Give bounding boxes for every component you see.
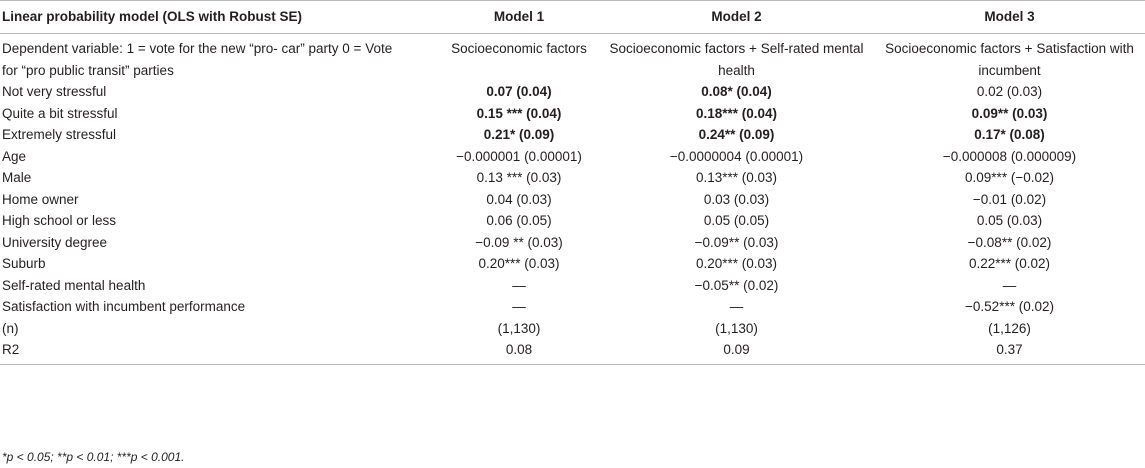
row-label: Self-rated mental health	[2, 277, 146, 293]
table-row: Satisfaction with incumbent performance —…	[0, 296, 1145, 318]
cell-model-2: −0.05** (0.02)	[694, 277, 779, 293]
cell-model-2: 0.20*** (0.03)	[695, 256, 778, 271]
table-row: Home owner 0.04 (0.03) 0.03 (0.03) −0.01 (0…	[0, 189, 1145, 211]
cell-model-2: —	[729, 299, 744, 314]
cell-model-2: −0.09** (0.03)	[694, 234, 779, 250]
cell-model-3: 0.37	[996, 342, 1023, 357]
table-body: Dependent variable: 1 = vote for the new…	[0, 34, 1145, 364]
cell-model-3: (1,126)	[988, 320, 1031, 336]
cell-model-2: 0.08* (0.04)	[701, 84, 772, 99]
table-row: Dependent variable: 1 = vote for the new…	[0, 34, 1145, 82]
cell-model-1: −0.09 ** (0.03)	[475, 234, 563, 250]
cell-model-1: —	[512, 277, 526, 293]
table-row: Not very stressful 0.07 (0.04) 0.08* (0.04…	[0, 81, 1145, 103]
cell-model-3: −0.01 (0.02)	[972, 191, 1047, 207]
cell-model-1: 0.21* (0.09)	[483, 127, 555, 142]
cell-model-2: 0.13*** (0.03)	[695, 170, 778, 185]
cell-model-2: 0.05 (0.05)	[703, 213, 770, 228]
cell-model-2: 0.03 (0.03)	[703, 191, 770, 207]
cell-model-1: 0.20*** (0.03)	[478, 256, 560, 271]
row-label: Male	[2, 170, 32, 185]
cell-model-2: 0.09	[723, 342, 750, 357]
table-row: Age −0.000001 (0.00001) −0.0000004 (0.0000…	[0, 146, 1145, 168]
row-label: Quite a bit stressful	[2, 105, 118, 121]
table-row: Quite a bit stressful 0.15 *** (0.04) 0.18…	[0, 103, 1145, 125]
cell-model-3: 0.09*** (−0.02)	[965, 170, 1054, 185]
row-label: (n)	[2, 320, 19, 336]
cell-model-3: 0.22*** (0.02)	[968, 256, 1051, 271]
cell-model-1: 0.07 (0.04)	[486, 84, 552, 99]
row-label: Dependent variable: 1 = vote for the new…	[2, 41, 393, 78]
cell-model-1: −0.000001 (0.00001)	[456, 148, 582, 164]
cell-model-2: 0.24** (0.09)	[698, 127, 775, 142]
cell-model-2: (1,130)	[715, 320, 758, 336]
table-row: University degree −0.09 ** (0.03) −0.09** …	[0, 232, 1145, 254]
cell-model-1: 0.04 (0.03)	[486, 191, 552, 207]
row-label: High school or less	[2, 213, 117, 228]
table-row: Extremely stressful 0.21* (0.09) 0.24** (0…	[0, 124, 1145, 146]
cell-model-3: —	[1002, 277, 1017, 293]
cell-model-1: —	[512, 299, 526, 314]
cell-model-2: 0.18*** (0.04)	[695, 105, 778, 121]
cell-model-1: 0.13 *** (0.03)	[476, 170, 562, 185]
row-label: Suburb	[2, 256, 46, 271]
cell-model-3: 0.17* (0.08)	[974, 127, 1045, 142]
header-model-3: Model 3	[984, 9, 1035, 24]
cell-model-2: −0.0000004 (0.00001)	[669, 148, 804, 164]
cell-model-1: 0.15 *** (0.04)	[476, 105, 562, 121]
cell-model-1: (1,130)	[497, 320, 541, 336]
row-label: Not very stressful	[2, 84, 107, 99]
significance-footnote: *p < 0.05; **p < 0.01; ***p < 0.001.	[2, 450, 185, 464]
cell-model-3: −0.52*** (0.02)	[965, 299, 1054, 314]
cell-model-1: Socioeconomic factors	[451, 41, 587, 56]
cell-model-3: 0.09** (0.03)	[971, 105, 1048, 121]
table-row: (n) (1,130) (1,130) (1,126)	[0, 318, 1145, 340]
header-row: Linear probability model (OLS with Robus…	[0, 0, 1145, 34]
table-row: R2 0.08 0.09 0.37	[0, 339, 1145, 364]
row-label: Home owner	[2, 191, 79, 207]
regression-table: Linear probability model (OLS with Robus…	[0, 0, 1145, 364]
table-row: High school or less 0.06 (0.05) 0.05 (0.05…	[0, 210, 1145, 232]
table-row: Self-rated mental health — −0.05** (0.02) —	[0, 275, 1145, 297]
cell-model-2: Socioeconomic factors + Self-rated menta…	[609, 41, 864, 78]
header-model-2: Model 2	[711, 9, 762, 24]
header-model-1: Model 1	[493, 9, 545, 24]
cell-model-3: Socioeconomic factors + Satisfaction wit…	[885, 41, 1134, 78]
row-label: University degree	[2, 234, 108, 250]
cell-model-3: −0.08** (0.02)	[967, 234, 1052, 250]
header-model-type: Linear probability model (OLS with Robus…	[2, 9, 303, 24]
row-label: Age	[2, 148, 27, 164]
table-row: Suburb 0.20*** (0.03) 0.20*** (0.03) 0.22**…	[0, 253, 1145, 275]
cell-model-3: 0.05 (0.03)	[976, 213, 1043, 228]
table-row: Male 0.13 *** (0.03) 0.13*** (0.03) 0.09***…	[0, 167, 1145, 189]
row-label: Extremely stressful	[2, 127, 117, 142]
row-label: R2	[2, 342, 20, 357]
cell-model-3: 0.02 (0.03)	[976, 84, 1043, 99]
cell-model-3: −0.000008 (0.000009)	[942, 148, 1077, 164]
row-label: Satisfaction with incumbent performance	[2, 299, 246, 314]
cell-model-1: 0.08	[505, 342, 533, 357]
cell-model-1: 0.06 (0.05)	[486, 213, 552, 228]
